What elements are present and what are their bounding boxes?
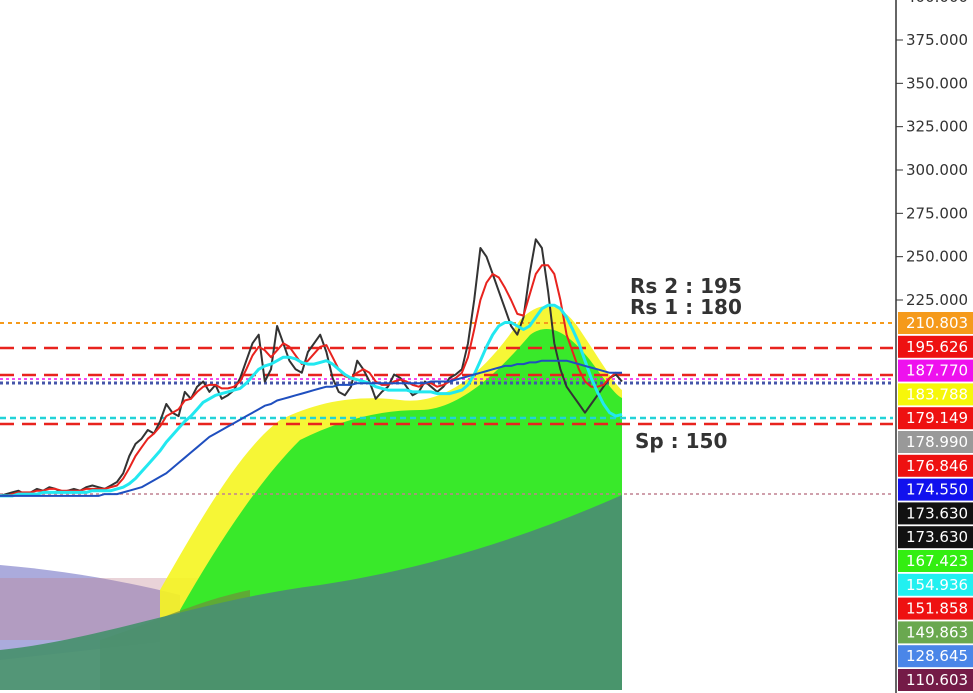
rs1-label: Rs 1 : 180 (630, 295, 742, 319)
price-marker: 183.788 (898, 383, 973, 406)
price-marker-bg (898, 478, 973, 501)
price-marker-label: 173.630 (906, 528, 968, 546)
price-marker-bg (898, 312, 973, 334)
y-tick-label: 325.000 (906, 118, 968, 136)
price-marker-label: 154.936 (906, 576, 968, 594)
series-layer (0, 238, 623, 498)
price-marker: 154.936 (898, 573, 973, 596)
sp-label: Sp : 150 (635, 429, 727, 453)
price-marker: 128.645 (898, 645, 973, 668)
y-tick-label: 250.000 (906, 248, 968, 266)
price-marker: 110.603 (898, 669, 973, 691)
price-marker: 173.630 (898, 502, 973, 525)
price-marker-bg (898, 597, 973, 620)
price-marker-label: 176.846 (906, 457, 968, 475)
y-tick-label: 350.000 (906, 74, 968, 92)
price-marker-bg (898, 621, 973, 644)
price-marker-bg (898, 407, 973, 430)
price-marker-bg (898, 573, 973, 596)
y-axis-ticks: 225.000 250.000 275.000 300.000 325.000 350.0… (896, 0, 968, 309)
price-marker-label: 183.788 (906, 385, 968, 403)
price-marker-label: 151.858 (906, 600, 968, 618)
y-tick-label: 225.000 (906, 291, 968, 309)
price-marker: 178.990 (898, 431, 973, 453)
price-marker-bg (898, 550, 973, 572)
price-marker-bg (898, 645, 973, 668)
price-marker: 167.423 (898, 550, 973, 572)
price-marker: 210.803 (898, 312, 973, 334)
price-marker-bg (898, 359, 973, 382)
price-marker-label: 110.603 (906, 671, 968, 689)
price-marker: 149.863 (898, 621, 973, 644)
price-marker-label: 149.863 (906, 623, 968, 641)
series-line-1 (0, 264, 623, 497)
price-marker-label: 174.550 (906, 481, 968, 499)
price-marker-label: 179.149 (906, 409, 968, 427)
price-marker-bg (898, 431, 973, 453)
price-marker-bg (898, 502, 973, 525)
price-marker-bg (898, 526, 973, 549)
price-marker: 173.630 (898, 526, 973, 549)
price-marker: 195.626 (898, 335, 973, 358)
price-marker-label: 187.770 (906, 362, 968, 380)
price-markers: 210.803 195.626 187.770 183.788 179.149 178.9… (898, 312, 973, 691)
price-marker-bg (898, 383, 973, 406)
y-tick-label: 375.000 (906, 31, 968, 49)
series-line-3 (0, 359, 622, 497)
price-marker-label: 178.990 (906, 433, 968, 451)
price-marker-label: 128.645 (906, 647, 968, 665)
y-tick-label-top: 400.000 (906, 0, 968, 6)
price-marker: 176.846 (898, 454, 973, 477)
price-marker-bg (898, 454, 973, 477)
y-tick-label: 300.000 (906, 161, 968, 179)
price-marker-bg (898, 335, 973, 358)
price-marker-bg (898, 669, 973, 691)
price-marker: 179.149 (898, 407, 973, 430)
price-marker-label: 210.803 (906, 314, 968, 332)
price-marker: 187.770 (898, 359, 973, 382)
teal-cloud (0, 495, 622, 690)
price-marker-label: 173.630 (906, 504, 968, 522)
price-marker-label: 167.423 (906, 552, 968, 570)
rs2-label: Rs 2 : 195 (630, 274, 742, 298)
price-marker: 151.858 (898, 597, 973, 620)
series-line-2 (0, 303, 623, 498)
y-tick-label: 275.000 (906, 204, 968, 222)
price-marker-label: 195.626 (906, 338, 968, 356)
price-marker: 174.550 (898, 478, 973, 501)
cloud-areas (0, 306, 622, 690)
